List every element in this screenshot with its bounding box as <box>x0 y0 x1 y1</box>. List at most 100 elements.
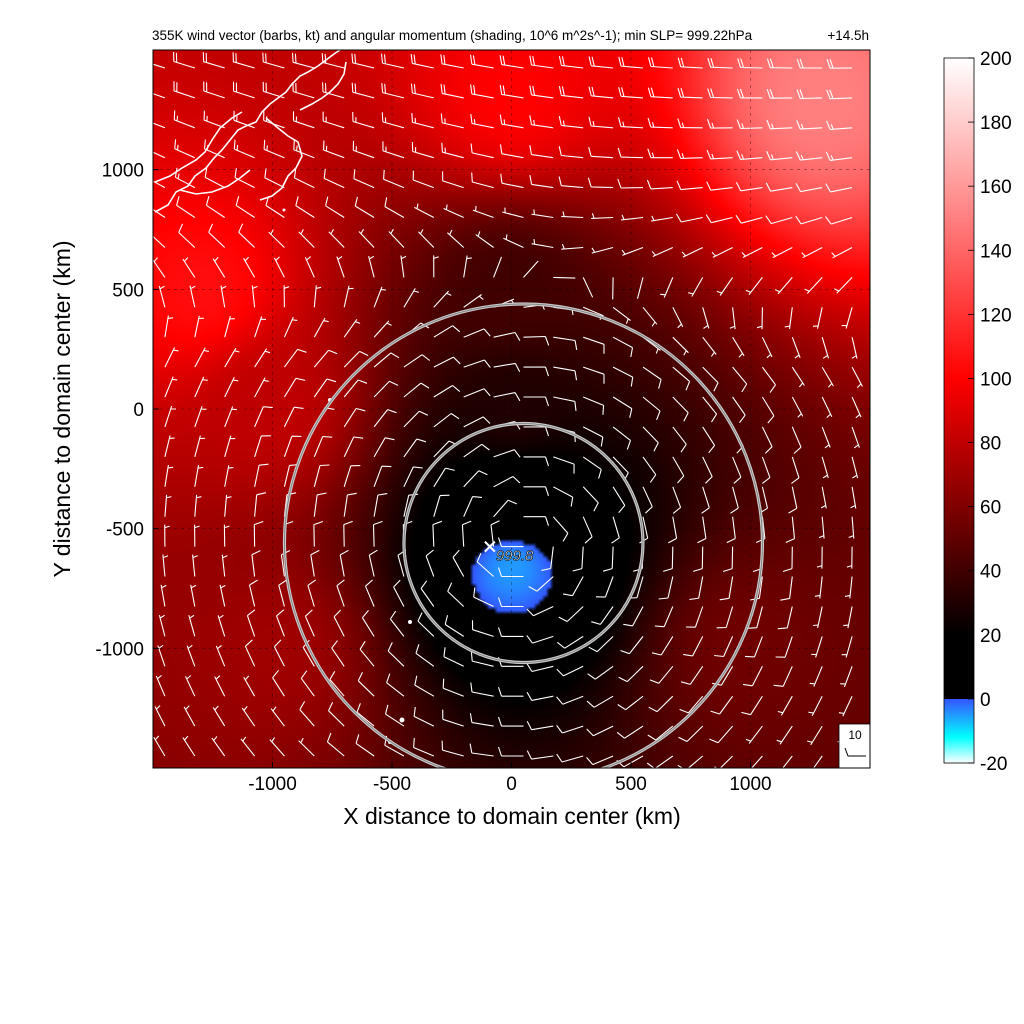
wind-barb <box>403 410 429 428</box>
wind-barb <box>503 234 524 249</box>
x-tick-label: -1000 <box>248 774 297 795</box>
wind-barb <box>679 695 704 714</box>
wind-barb <box>841 636 853 658</box>
wind-barb <box>677 87 703 99</box>
wind-barb <box>591 246 614 254</box>
colorbar-tick-label: 20 <box>980 626 1001 647</box>
wind-barb <box>358 228 375 248</box>
wind-barb <box>219 584 226 607</box>
wind-barb <box>418 229 435 248</box>
wind-barb <box>741 695 763 716</box>
wind-barb <box>642 486 653 514</box>
wind-barb <box>254 435 271 458</box>
wind-barb <box>313 520 324 547</box>
colorbar-tick-label: 200 <box>980 49 1012 70</box>
wind-barb <box>254 492 267 517</box>
wind-barb <box>291 52 315 69</box>
wind-barb <box>313 464 330 487</box>
coastline-segment <box>179 169 251 195</box>
wind-barb <box>812 755 823 768</box>
wind-barb <box>214 675 226 697</box>
wind-barb <box>732 336 745 358</box>
wind-barb <box>174 139 196 159</box>
wind-barb <box>825 120 853 130</box>
wind-barb <box>463 294 484 308</box>
wind-barb <box>553 396 577 411</box>
wind-barb <box>153 93 166 99</box>
wind-barb <box>647 87 673 99</box>
wind-barb <box>313 378 337 398</box>
wind-barb <box>617 178 644 189</box>
wind-barb <box>809 666 823 687</box>
wind-barb <box>714 636 734 658</box>
wind-barb <box>648 695 674 713</box>
wind-barb <box>164 494 172 517</box>
wind-barb <box>275 609 285 637</box>
wind-barb <box>553 366 578 381</box>
wind-barb <box>254 406 273 428</box>
wind-barb <box>463 388 491 398</box>
wind-barb <box>220 285 227 308</box>
wind-barb <box>354 196 375 218</box>
wind-barb <box>795 151 823 161</box>
wind-barb <box>208 223 226 248</box>
wind-barb <box>812 307 823 329</box>
wind-barb <box>582 456 602 479</box>
wind-barb <box>384 197 405 218</box>
island <box>399 717 405 723</box>
wind-barb <box>373 493 388 517</box>
wind-barb <box>675 213 703 223</box>
wind-barb <box>162 554 169 577</box>
wind-barb <box>160 584 167 607</box>
colorbar-tick-label: 180 <box>980 113 1012 134</box>
wind-barb <box>756 307 763 330</box>
range-ring-core <box>284 303 763 768</box>
wind-barb <box>526 635 554 644</box>
wind-barb <box>529 55 554 69</box>
wind-barb <box>588 116 614 129</box>
wind-barb <box>254 463 269 487</box>
wind-barb <box>726 516 736 544</box>
wind-barb <box>383 169 405 189</box>
wind-barb <box>432 520 442 547</box>
wind-barb <box>572 546 584 572</box>
wind-barb <box>493 499 518 518</box>
colorbar-fill <box>943 57 975 764</box>
wind-barb <box>814 576 823 599</box>
wind-barb <box>588 146 614 159</box>
wind-barb <box>469 54 494 69</box>
wind-barb <box>714 755 733 768</box>
wind-barb <box>831 247 853 259</box>
wind-barb <box>205 196 226 218</box>
wind-barb <box>766 119 793 130</box>
wind-barb <box>821 456 829 479</box>
wind-barb <box>194 524 200 547</box>
wind-barb <box>689 576 704 601</box>
wind-barb <box>796 120 823 130</box>
wind-barb <box>355 734 375 757</box>
wind-barb <box>164 524 170 547</box>
colorbar-tick-label: 100 <box>980 369 1012 390</box>
wind-barb <box>441 740 464 757</box>
wind-barb <box>556 635 584 649</box>
wind-barb <box>552 516 569 542</box>
wind-barb <box>523 366 550 377</box>
wind-barb <box>775 636 793 658</box>
wind-barb <box>343 379 368 398</box>
wind-barb <box>553 456 575 474</box>
wind-barb <box>745 725 763 744</box>
wind-barb <box>433 385 461 398</box>
wind-barb <box>443 204 464 219</box>
wind-barb <box>173 81 195 99</box>
wind-barb <box>821 337 830 359</box>
wind-barb <box>233 110 255 129</box>
wind-barb <box>795 183 823 193</box>
wind-barb <box>224 435 236 458</box>
wind-barb <box>224 406 237 428</box>
wind-barb <box>176 195 196 218</box>
wind-barb <box>325 196 345 218</box>
wind-barb <box>526 606 554 617</box>
wind-barbs <box>153 51 863 768</box>
wind-barb <box>192 554 198 577</box>
wind-barb <box>188 614 196 637</box>
